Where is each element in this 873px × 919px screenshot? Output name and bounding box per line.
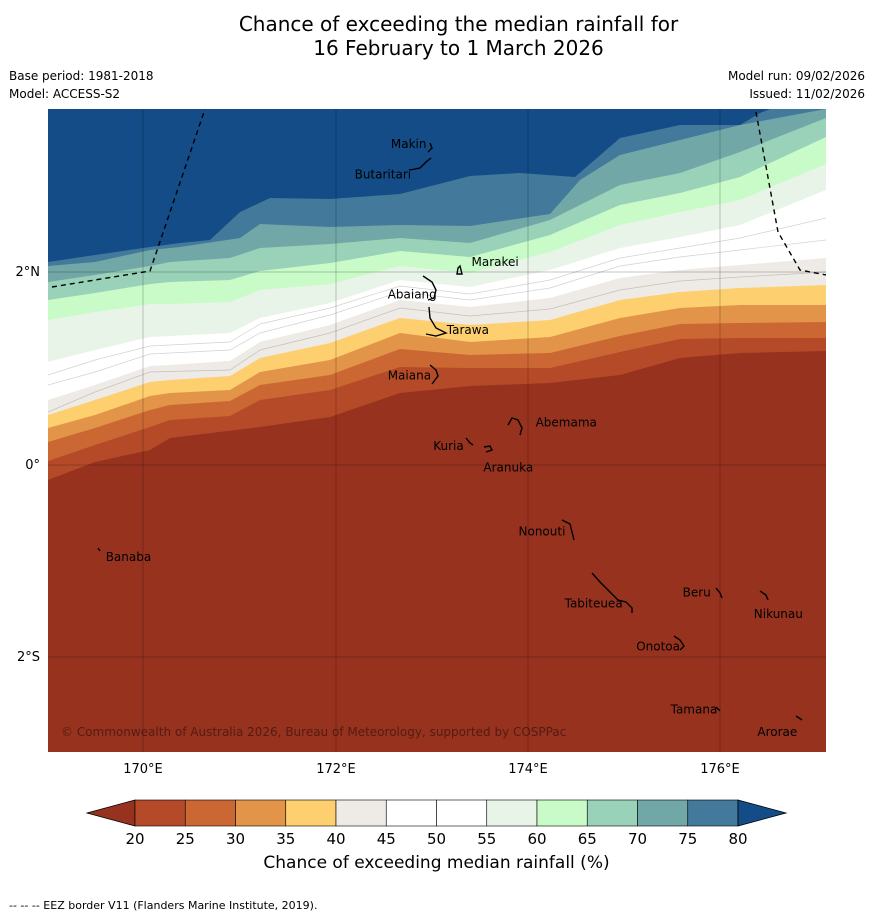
island-shape-makin	[427, 142, 433, 153]
island-shape-onotoa	[673, 635, 685, 651]
colorbar-segment-75-80	[687, 799, 739, 827]
island-label-banaba: Banaba	[106, 550, 152, 564]
colorbar-extend-low	[85, 799, 136, 827]
meta-right: Model run: 09/02/2026 Issued: 11/02/2026	[728, 67, 865, 103]
island-shape-banaba	[97, 547, 101, 552]
model-run-date: Model run: 09/02/2026	[727, 69, 865, 83]
lon-label-176e: 176°E	[700, 762, 740, 777]
model-name: Model: ACCESS-S2	[9, 87, 121, 101]
lat-label-0: 0°	[25, 458, 40, 473]
island-label-maiana: Maiana	[388, 368, 431, 382]
colorbar-label: Chance of exceeding median rainfall (%)	[263, 853, 610, 873]
band-above-80	[48, 109, 770, 262]
colorbar-segment-60-65	[536, 799, 588, 827]
colorbar-tick-65: 65	[578, 830, 597, 848]
island-outlines	[97, 142, 803, 721]
lon-label-170e: 170°E	[123, 762, 163, 777]
colorbar-tick-70: 70	[628, 830, 647, 848]
meta-left: Base period: 1981-2018 Model: ACCESS-S2	[9, 67, 154, 103]
colorbar-tick-80: 80	[728, 830, 747, 848]
island-labels: Makin Butaritari Marakei Abaiang Tarawa Maian…	[106, 137, 803, 739]
map-copyright: © Commonwealth of Australia 2026, Bureau…	[61, 725, 566, 739]
colorbar-tick-35: 35	[276, 830, 295, 848]
colorbar-segment-35-40	[285, 799, 337, 827]
latitude-labels: 2°N 0° 2°S	[16, 265, 41, 665]
colorbar-tick-55: 55	[477, 830, 496, 848]
island-label-tamana: Tamana	[670, 702, 718, 716]
contour-lines	[48, 217, 826, 413]
colorbar-segment-40-45	[335, 799, 387, 827]
colorbar-tick-20: 20	[125, 830, 144, 848]
island-shape-tabiteuea	[591, 572, 633, 613]
rainfall-shading: Makin Butaritari Marakei Abaiang Tarawa Maian…	[48, 109, 826, 752]
colorbar-tick-40: 40	[326, 830, 345, 848]
colorbar-tick-75: 75	[678, 830, 697, 848]
island-label-onotoa: Onotoa	[636, 640, 680, 654]
colorbar-segment-30-35	[235, 799, 287, 827]
island-shape-maiana	[429, 364, 439, 385]
island-label-tarawa: Tarawa	[446, 323, 489, 337]
longitude-labels: 170°E 172°E 174°E 176°E	[123, 762, 740, 777]
island-shape-tamana	[715, 706, 721, 712]
colorbar-segment-70-75	[637, 799, 689, 827]
colorbar-tick-50: 50	[427, 830, 446, 848]
island-label-arorae: Arorae	[757, 725, 797, 739]
island-label-beru: Beru	[683, 585, 711, 599]
colorbar-tick-45: 45	[377, 830, 396, 848]
lat-label-2s: 2°S	[17, 650, 40, 665]
colorbar-segment-50-55	[436, 799, 488, 827]
island-shape-abaiang	[422, 275, 437, 301]
island-shape-tarawa	[425, 306, 448, 337]
colorbar: 20 25 30 35 40 45 50 55 60 65 70 75 80	[85, 799, 788, 848]
colorbar-segment-45-50	[385, 799, 437, 827]
island-shape-kuria	[465, 437, 474, 446]
island-shape-arorae	[795, 715, 803, 721]
island-label-nikunau: Nikunau	[754, 607, 803, 621]
graticule	[48, 109, 826, 752]
island-label-makin: Makin	[391, 137, 427, 151]
title-line-2: 16 February to 1 March 2026	[313, 36, 604, 60]
base-period: Base period: 1981-2018	[9, 69, 154, 83]
island-label-aranuka: Aranuka	[483, 461, 533, 475]
island-label-kuria: Kuria	[433, 439, 464, 453]
colorbar-tick-30: 30	[226, 830, 245, 848]
colorbar-segment-20-25	[134, 799, 186, 827]
island-shape-abemama	[507, 417, 523, 436]
eez-border	[51, 109, 826, 288]
lat-label-2n: 2°N	[16, 265, 41, 280]
title-line-1: Chance of exceeding the median rainfall …	[238, 12, 679, 36]
eez-footnote: -- -- -- EEZ border V11 (Flanders Marine…	[9, 899, 318, 912]
island-label-tabiteuea: Tabiteuea	[564, 596, 623, 610]
island-shape-aranuka	[483, 445, 493, 453]
colorbar-segment-65-70	[586, 799, 638, 827]
colorbar-tick-60: 60	[527, 830, 546, 848]
island-shape-beru	[715, 587, 723, 599]
island-shape-marakei	[456, 264, 463, 275]
island-label-marakei: Marakei	[472, 255, 519, 269]
lon-label-174e: 174°E	[508, 762, 548, 777]
map-title: Chance of exceeding the median rainfall …	[0, 12, 873, 60]
colorbar-tick-25: 25	[176, 830, 195, 848]
island-label-butaritari: Butaritari	[355, 168, 412, 182]
colorbar-segment-25-30	[184, 799, 236, 827]
island-label-abaiang: Abaiang	[388, 287, 437, 301]
island-shape-nonouti	[561, 519, 575, 541]
issued-date: Issued: 11/02/2026	[749, 87, 865, 101]
colorbar-segment-55-60	[486, 799, 538, 827]
island-label-nonouti: Nonouti	[519, 525, 566, 539]
island-label-abemama: Abemama	[536, 415, 597, 429]
island-shape-butaritari	[409, 157, 432, 171]
island-shape-nikunau	[759, 590, 769, 601]
colorbar-extend-high	[737, 799, 788, 827]
lon-label-172e: 172°E	[316, 762, 356, 777]
